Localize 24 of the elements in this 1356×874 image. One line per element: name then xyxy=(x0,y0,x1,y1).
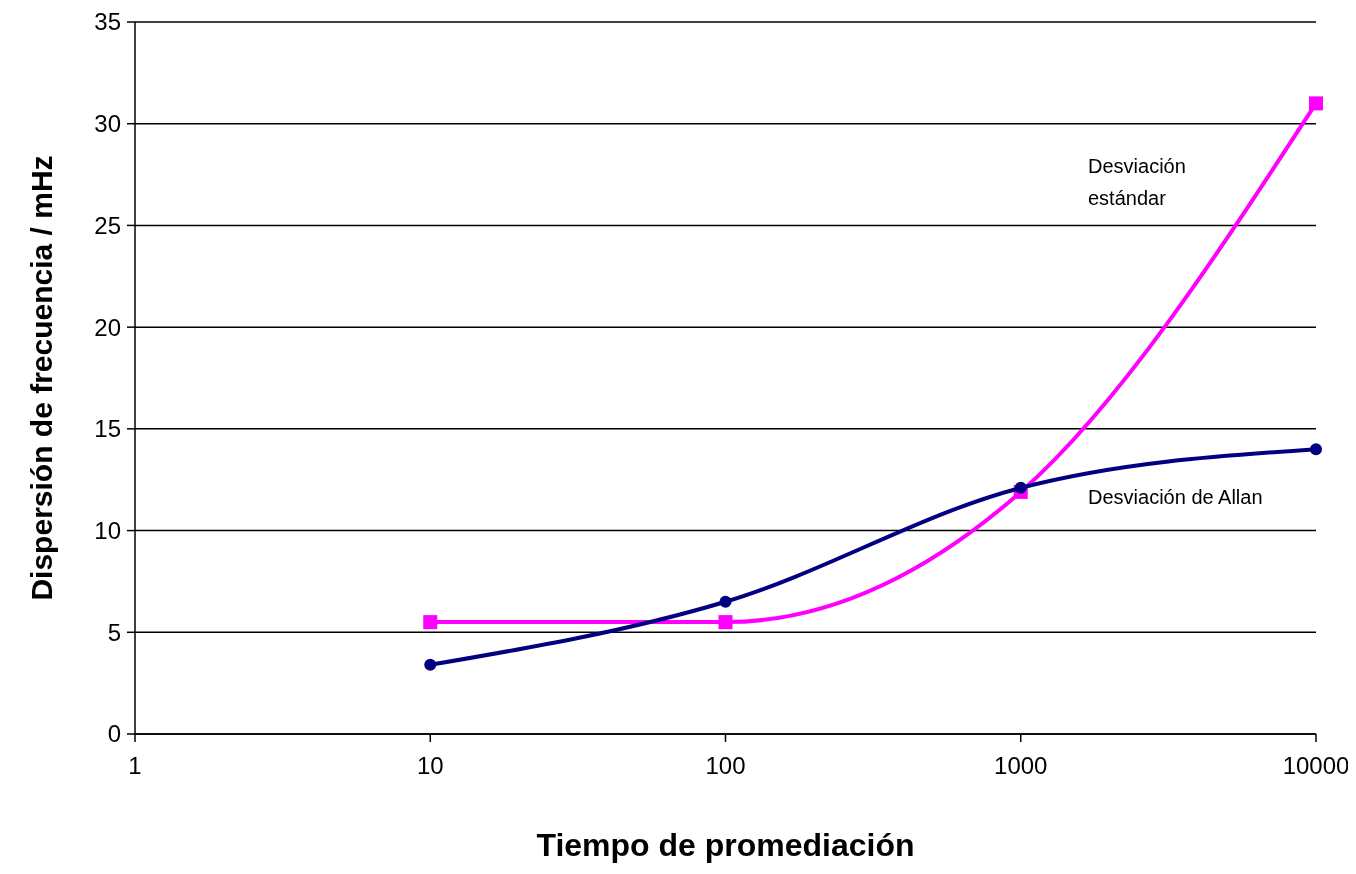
point xyxy=(424,658,437,671)
point xyxy=(719,595,732,608)
x-tick-label: 10 xyxy=(416,752,444,779)
y-tick-label: 30 xyxy=(94,110,121,138)
y-axis-title: Dispersión de frecuencia / mHz xyxy=(25,155,58,601)
y-tick-label: 20 xyxy=(94,313,121,341)
x-tick-label: 10000 xyxy=(1282,752,1350,779)
point xyxy=(1310,443,1322,456)
y-tick-label: 10 xyxy=(94,516,121,544)
y-tick-label: 0 xyxy=(107,720,121,748)
point xyxy=(1309,96,1323,111)
y-tick-label: 5 xyxy=(107,618,121,646)
y-tick-label: 15 xyxy=(94,415,121,443)
y-tick-label: 25 xyxy=(94,211,121,239)
text: Desviación estándar xyxy=(1088,155,1186,210)
point xyxy=(1014,481,1027,494)
series-label: Desviación de Allan xyxy=(1088,486,1263,509)
x-tick-label: 1 xyxy=(128,752,142,779)
x-axis-title: Tiempo de promediación xyxy=(536,827,915,863)
y-tick-label: 35 xyxy=(94,8,121,36)
point xyxy=(423,615,438,630)
point xyxy=(718,615,733,630)
x-tick-label: 1000 xyxy=(994,752,1048,779)
x-tick-label: 100 xyxy=(705,752,746,779)
